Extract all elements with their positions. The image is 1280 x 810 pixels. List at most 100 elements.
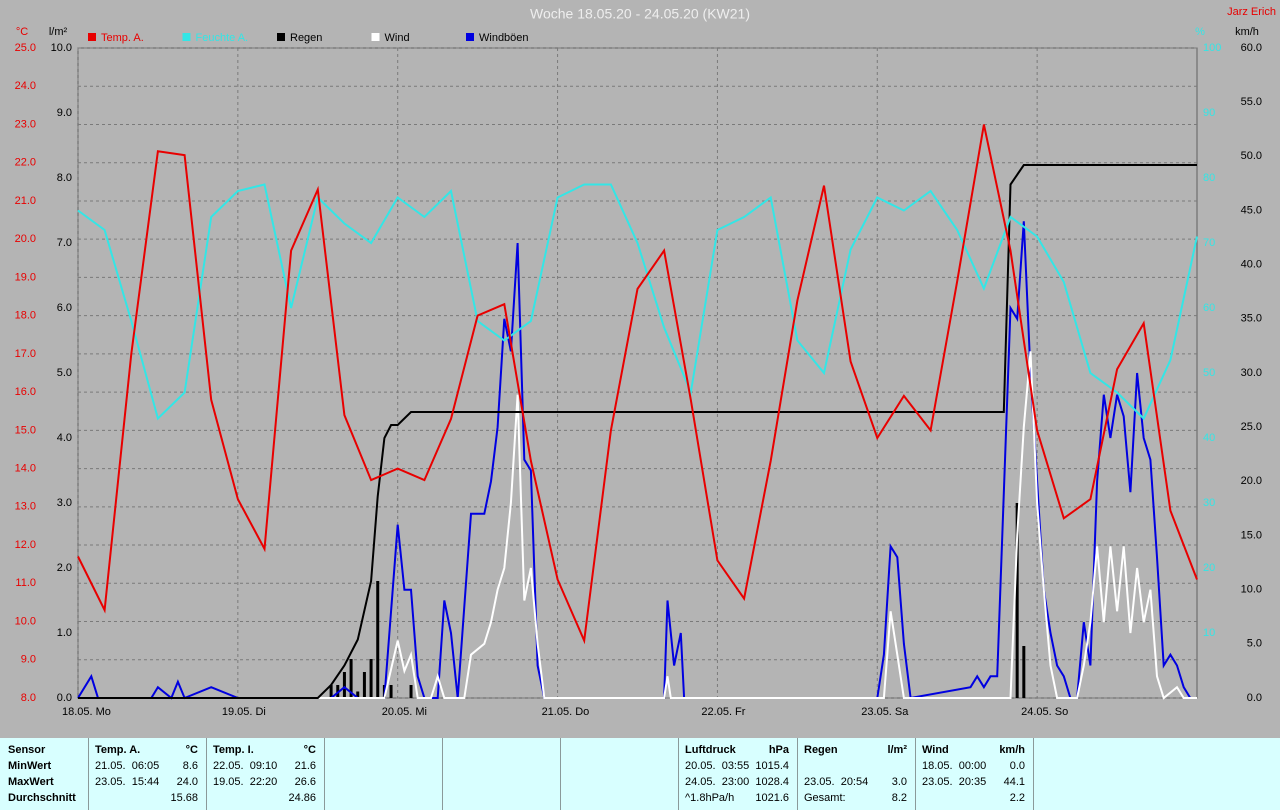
y3-tick-label: 80 — [1203, 172, 1215, 184]
y-tick-label: 24.0 — [15, 80, 36, 92]
rain-bar — [362, 672, 366, 698]
series-line — [78, 164, 1197, 699]
y3-tick-label: 90 — [1203, 107, 1215, 119]
rain-bar — [389, 685, 393, 698]
series-line — [77, 183, 1198, 421]
cell-value: 24.0 — [176, 776, 198, 788]
y3-unit: % — [1195, 26, 1205, 38]
y-tick-label: 8.0 — [21, 692, 36, 704]
y-tick-label: 25.0 — [15, 42, 36, 54]
y4-tick-label: 10.0 — [1241, 584, 1262, 596]
cell-time: Gesamt: — [804, 792, 846, 804]
y-tick-label: 11.0 — [15, 577, 36, 589]
y4-tick-label: 45.0 — [1241, 204, 1262, 216]
y4-unit: km/h — [1235, 26, 1259, 38]
cell-time: 24.05. 23:00 — [685, 776, 750, 788]
y3-tick-label: 10 — [1203, 627, 1215, 639]
legend-swatch — [466, 33, 474, 41]
sensor-header: Sensor — [8, 744, 46, 756]
column-border — [206, 738, 207, 810]
row-label: Durchschnitt — [8, 792, 76, 804]
y3-tick-label: 70 — [1203, 237, 1215, 249]
cell-value: 15.68 — [170, 792, 198, 804]
cell-time: 23.05. 15:44 — [95, 776, 160, 788]
cell-time: 23.05. 20:35 — [922, 776, 987, 788]
y4-tick-label: 55.0 — [1241, 96, 1262, 108]
y-tick-label: 16.0 — [15, 386, 36, 398]
chart: Woche 18.05.20 - 24.05.20 (KW21) Jarz Er… — [15, 6, 1276, 718]
x-tick-label: 18.05. Mo — [62, 706, 111, 718]
cell-value: 1021.6 — [755, 792, 789, 804]
legend-swatch — [182, 33, 191, 41]
cell-value: 21.6 — [294, 760, 316, 772]
column-header: Temp. A. — [95, 744, 141, 756]
y4-tick-label: 5.0 — [1247, 638, 1262, 650]
cell-value: 8.2 — [891, 792, 907, 804]
series-line — [78, 351, 1197, 700]
y4-tick-label: 30.0 — [1241, 367, 1262, 379]
rain-bar — [356, 691, 360, 698]
x-tick-label: 21.05. Do — [542, 706, 590, 718]
y3-tick-label: 40 — [1203, 432, 1215, 444]
y4-tick-label: 15.0 — [1241, 529, 1262, 541]
legend-label: Windböen — [479, 32, 529, 44]
column-unit: hPa — [768, 744, 789, 756]
x-tick-label: 22.05. Fr — [701, 706, 745, 718]
column-unit: °C — [303, 744, 316, 756]
y4-tick-label: 25.0 — [1241, 421, 1262, 433]
x-tick-label: 23.05. Sa — [861, 706, 909, 718]
cell-time: ^1.8hPa/h — [685, 792, 735, 804]
plot-area — [77, 47, 1198, 699]
y2-tick-label: 7.0 — [57, 237, 72, 249]
chart-title: Woche 18.05.20 - 24.05.20 (KW21) — [530, 6, 750, 22]
legend-label: Feuchte A. — [196, 32, 249, 44]
y3-tick-label: 30 — [1203, 497, 1215, 509]
row-label: MinWert — [8, 760, 52, 772]
cell-time: 18.05. 00:00 — [922, 760, 987, 772]
y3-tick-label: 20 — [1203, 562, 1215, 574]
rain-bar — [376, 581, 380, 698]
y4-tick-label: 50.0 — [1241, 150, 1262, 162]
y2-tick-label: 1.0 — [57, 627, 72, 639]
y2-tick-label: 3.0 — [57, 497, 72, 509]
column-unit: l/m² — [887, 744, 907, 756]
rain-bar — [329, 685, 333, 698]
y-tick-label: 10.0 — [15, 615, 36, 627]
column-header: Temp. I. — [213, 744, 254, 756]
y-tick-label: 20.0 — [15, 233, 36, 245]
rain-bar — [409, 685, 413, 698]
x-tick-label: 24.05. So — [1021, 706, 1068, 718]
author: Jarz Erich — [1227, 6, 1276, 18]
cell-value: 3.0 — [891, 776, 907, 788]
x-tick-label: 20.05. Mi — [382, 706, 427, 718]
legend-label: Regen — [290, 32, 322, 44]
column-border — [88, 738, 89, 810]
legend-label: Wind — [385, 32, 410, 44]
column-border — [678, 738, 679, 810]
y2-tick-label: 10.0 — [51, 42, 72, 54]
column-border — [797, 738, 798, 810]
y2-tick-label: 4.0 — [57, 432, 72, 444]
y-tick-label: 22.0 — [15, 157, 36, 169]
y2-tick-label: 9.0 — [57, 107, 72, 119]
y3-tick-label: 60 — [1203, 302, 1215, 314]
y2-tick-label: 6.0 — [57, 302, 72, 314]
column-header: Regen — [804, 744, 838, 756]
legend-swatch — [277, 33, 285, 41]
y-tick-label: 21.0 — [15, 195, 36, 207]
rain-bar — [349, 659, 353, 698]
rain-bar — [342, 672, 346, 698]
cell-time: 22.05. 09:10 — [213, 760, 278, 772]
y-tick-label: 13.0 — [15, 501, 36, 513]
y3-tick-label: 50 — [1203, 367, 1215, 379]
y-unit: °C — [16, 26, 28, 38]
legend-label: Temp. A. — [101, 32, 144, 44]
column-unit: °C — [185, 744, 198, 756]
stats-table: Sensor MinWert MaxWert Durchschnitt Temp. A.… — [0, 738, 1280, 810]
y2-tick-label: 8.0 — [57, 172, 72, 184]
column-border — [442, 738, 443, 810]
legend-swatch — [88, 33, 96, 41]
rain-bar — [1015, 503, 1019, 698]
y4-tick-label: 35.0 — [1241, 313, 1262, 325]
